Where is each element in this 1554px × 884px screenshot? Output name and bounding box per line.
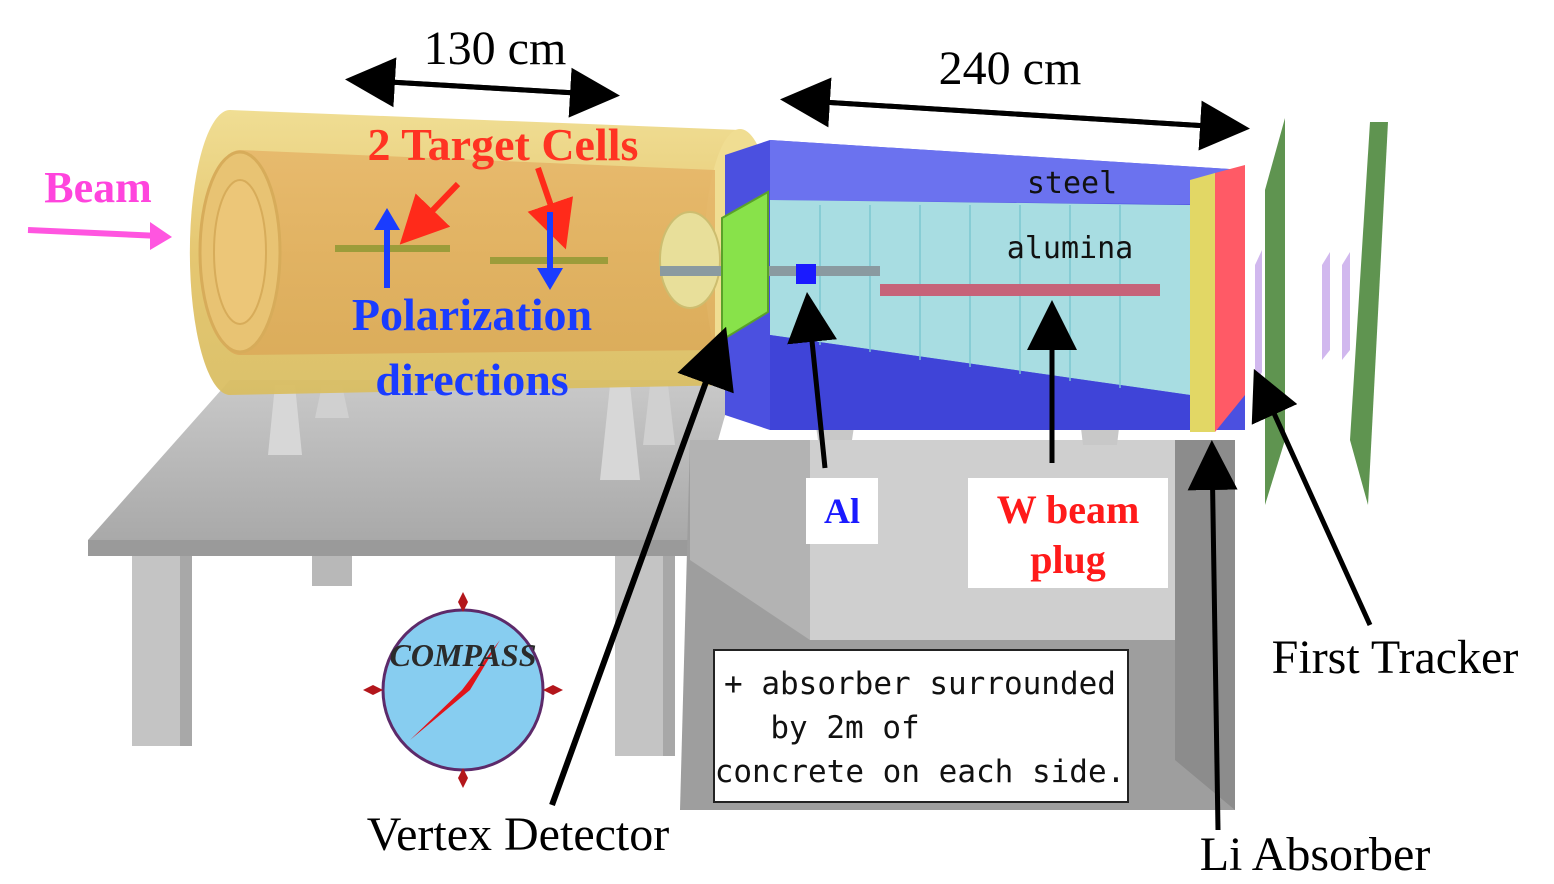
- dimension-240cm: 240 cm: [780, 42, 1250, 151]
- target-cells-label: 2 Target Cells: [368, 119, 639, 170]
- beam-indicator: Beam: [27, 163, 172, 250]
- polarization-label-line2: directions: [375, 354, 568, 405]
- polarization-annotation: Polarization directions: [352, 208, 592, 405]
- li-absorber-label: Li Absorber: [1200, 828, 1431, 881]
- support-table: [88, 380, 735, 756]
- compass-logo-text: COMPASS: [389, 637, 536, 673]
- alumina-label: alumina: [1007, 231, 1133, 266]
- note-line1: + absorber surrounded: [724, 666, 1116, 702]
- al-annotation: Al: [787, 292, 878, 544]
- polarization-up-arrow-icon: [374, 208, 400, 230]
- first-tracker-annotation: First Tracker: [1251, 368, 1519, 684]
- polarization-label-line1: Polarization: [352, 289, 592, 340]
- vertex-detector-label: Vertex Detector: [367, 808, 670, 861]
- w-plug-label-line1: W beam: [997, 487, 1140, 532]
- beam-arrow-icon: [150, 222, 172, 250]
- first-tracker-label: First Tracker: [1272, 631, 1519, 684]
- dimension-label-240: 240 cm: [939, 42, 1082, 95]
- target-cells-annotation: 2 Target Cells: [368, 119, 639, 250]
- vertex-detector-annotation: Vertex Detector: [367, 326, 734, 861]
- concrete-note: + absorber surrounded by 2m of concrete …: [713, 649, 1129, 803]
- polarization-down-arrow-icon: [537, 268, 563, 290]
- vertex-detector: [721, 190, 769, 342]
- beam-label: Beam: [44, 163, 152, 212]
- compass-logo: COMPASS: [363, 592, 563, 788]
- hadron-absorber: [660, 140, 1245, 432]
- note-line2: by 2m of: [770, 710, 919, 746]
- dimension-label-130: 130 cm: [424, 22, 567, 75]
- first-trackers: [1255, 118, 1388, 505]
- w-plug-label-line2: plug: [1030, 537, 1106, 582]
- w-plug-annotation: W beam plug: [968, 300, 1168, 588]
- w-beam-plug: [880, 284, 1160, 296]
- li-absorber-plate: [1215, 165, 1245, 432]
- steel-label: steel: [1027, 166, 1117, 201]
- al-label: Al: [824, 491, 860, 531]
- li-absorber-annotation: Li Absorber: [1187, 440, 1431, 881]
- note-line3: concrete on each side.: [715, 754, 1126, 790]
- al-plug-block: [796, 264, 816, 284]
- dimension-130cm: 130 cm: [345, 22, 620, 118]
- target-cell-upstream: [335, 245, 450, 252]
- target-magnet: [189, 110, 776, 395]
